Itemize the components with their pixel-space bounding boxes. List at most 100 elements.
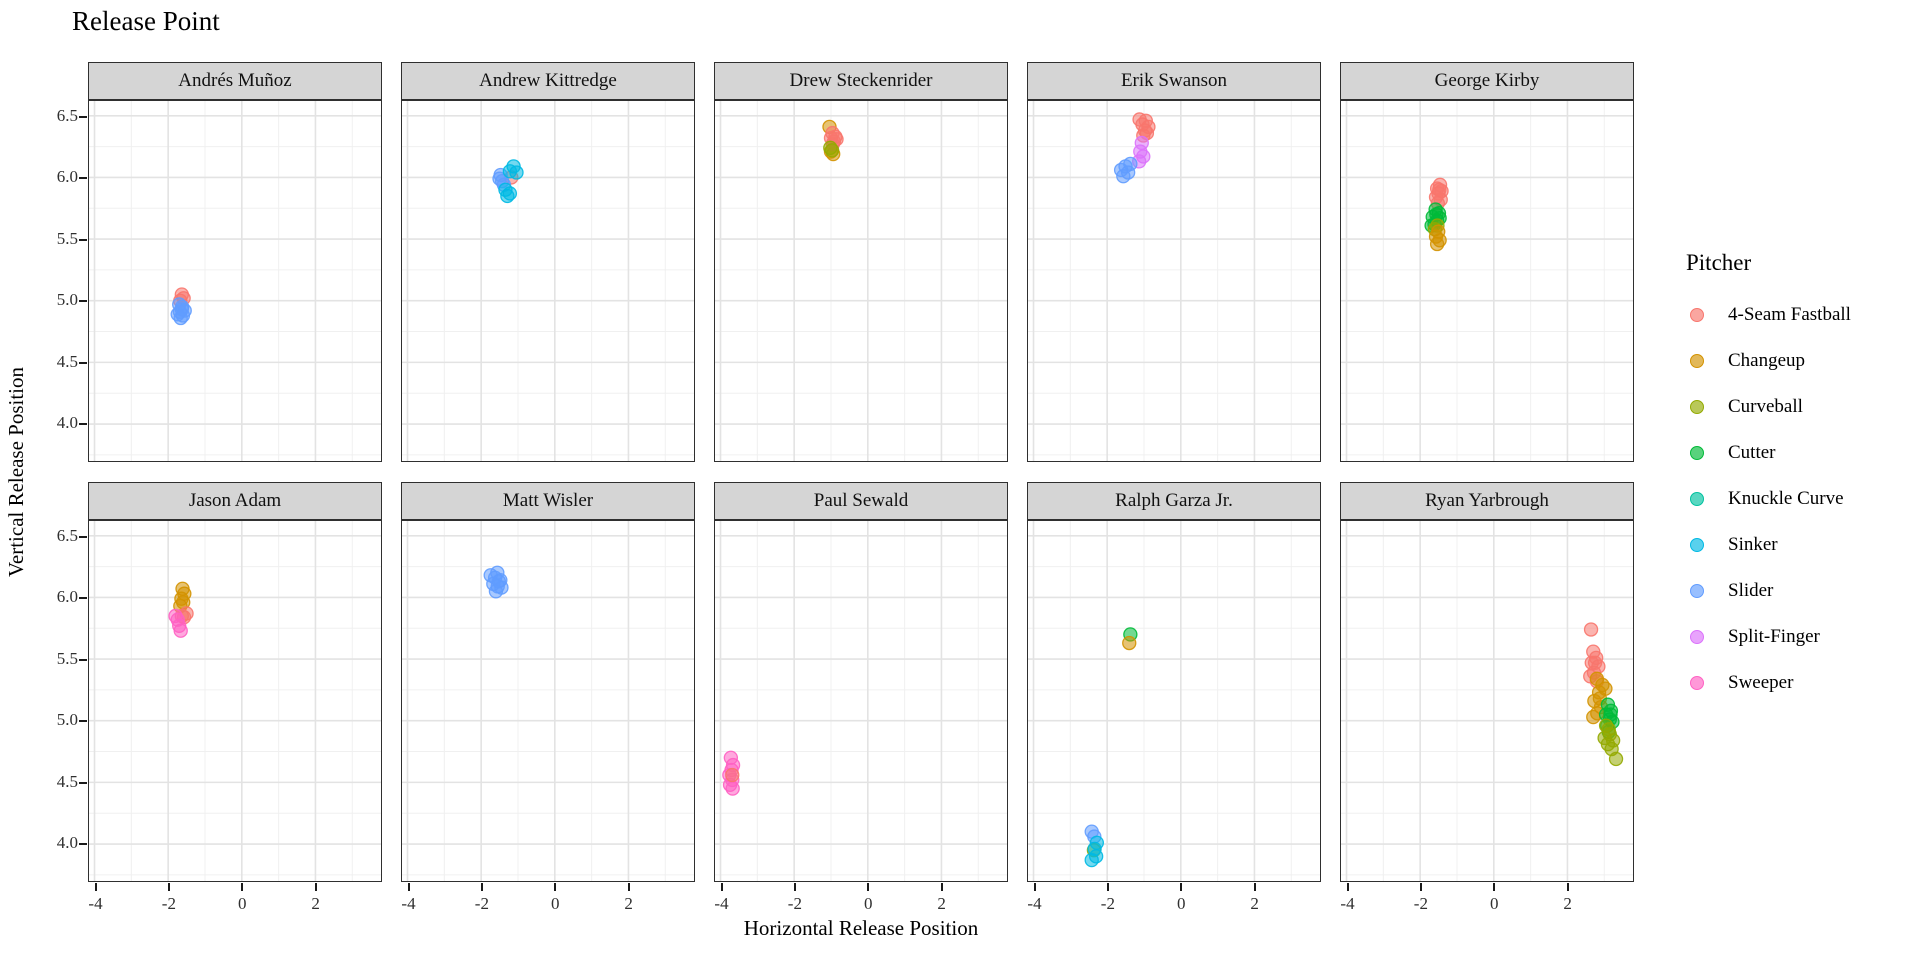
- y-tick-mark: [79, 238, 87, 241]
- gridlines: [1341, 521, 1633, 881]
- facet-strip: Andrés Muñoz: [88, 62, 382, 100]
- x-tick-label: -4: [1340, 894, 1355, 913]
- x-tick-mark: [1419, 883, 1422, 891]
- legend-item-knuckle-curve: Knuckle Curve: [1686, 476, 1851, 522]
- panel-canvas: [402, 101, 694, 461]
- x-tick-mark: [407, 883, 410, 891]
- facet-strip-label: Paul Sewald: [813, 490, 909, 511]
- series-sweeper: [168, 608, 188, 638]
- panel-canvas: [715, 521, 1007, 881]
- data-point: [725, 767, 740, 783]
- panel-canvas: [1028, 521, 1320, 881]
- panel-wrap: -4 -2 0 2: [401, 520, 695, 913]
- legend-item-sweeper: Sweeper: [1686, 660, 1851, 706]
- y-tick-mark: [79, 535, 87, 538]
- facet-strip-label: Matt Wisler: [502, 490, 594, 511]
- panel-canvas: [402, 521, 694, 881]
- legend-label: Changeup: [1728, 350, 1806, 371]
- legend-swatch-sweeper-icon: [1690, 676, 1704, 690]
- legend-label: Cutter: [1728, 442, 1776, 463]
- facet-strip: George Kirby: [1340, 62, 1634, 100]
- legend-item-curveball: Curveball: [1686, 384, 1851, 430]
- legend-item-slider: Slider: [1686, 568, 1851, 614]
- y-tick-label: 5.0: [56, 290, 78, 310]
- x-tick-mark: [1180, 883, 1183, 891]
- x-tick-mark: [480, 883, 483, 891]
- x-tick-label: -2: [161, 894, 176, 913]
- panel-canvas: [89, 521, 381, 881]
- y-tick-label: 5.5: [56, 648, 78, 668]
- facet-strip-label: Ryan Yarbrough: [1425, 490, 1549, 511]
- y-tick-mark: [79, 423, 87, 426]
- series-sinker: [1084, 835, 1105, 868]
- series-4-seam-fastball: [725, 767, 740, 783]
- facet-strip: Ryan Yarbrough: [1340, 482, 1634, 520]
- x-tick-mark: [1493, 883, 1496, 891]
- data-point: [1583, 622, 1599, 637]
- facet-paul-sewald: Paul Sewald -4 -2 0 2: [714, 482, 1008, 913]
- panel-wrap: -4 -2 0 2: [1027, 520, 1321, 913]
- x-tick-label: 0: [864, 894, 873, 913]
- x-tick-label: -2: [1413, 894, 1428, 913]
- facet-george-kirby: George Kirby: [1340, 62, 1634, 462]
- y-tick-label: 6.5: [56, 525, 78, 545]
- facet-strip: Matt Wisler: [401, 482, 695, 520]
- legend-swatch-sinker-icon: [1690, 538, 1704, 552]
- y-tick-label: 4.0: [56, 833, 78, 853]
- data-point: [1084, 852, 1099, 868]
- data-point: [173, 623, 188, 638]
- facet-panel: [1027, 520, 1321, 882]
- facet-ralph-garza-jr: Ralph Garza Jr. -4 -2 0 2: [1027, 482, 1321, 913]
- x-tick-label: 2: [1563, 894, 1572, 913]
- data-point: [1605, 733, 1621, 748]
- panel-wrap: -4 -2 0 2: [714, 520, 1008, 913]
- facet-strip-label: George Kirby: [1434, 70, 1540, 91]
- panel-canvas: [715, 101, 1007, 461]
- x-tick-mark: [1106, 883, 1109, 891]
- facet-jason-adam: Jason Adam 6.5 6.0 5.5 5.0 4.5 4.0 -4 -2 0 2: [57, 482, 382, 913]
- legend-swatch-curveball-icon: [1690, 400, 1704, 414]
- y-tick-label: 5.0: [56, 710, 78, 730]
- y-tick-mark: [79, 658, 87, 661]
- x-tick-mark: [1346, 883, 1349, 891]
- facet-strip: Andrew Kittredge: [401, 62, 695, 100]
- x-tick-label: -4: [714, 894, 729, 913]
- panel-canvas: [89, 101, 381, 461]
- chart-title: Release Point: [72, 6, 220, 36]
- panel-wrap: -4 -2 0 2: [1340, 520, 1634, 913]
- legend-swatch-knuckle-curve-icon: [1690, 492, 1704, 506]
- facet-strip: Paul Sewald: [714, 482, 1008, 520]
- facet-erik-swanson: Erik Swanson: [1027, 62, 1321, 462]
- gridlines: [402, 101, 694, 461]
- facet-andrew-kittredge: Andrew Kittredge: [401, 62, 695, 462]
- x-tick-label: 2: [624, 894, 633, 913]
- data-point: [725, 781, 740, 796]
- data-point: [491, 574, 507, 589]
- facet-andr-s-mu-oz: Andrés Muñoz 6.5 6.0 5.5 5.0 4.5 4.0: [57, 62, 382, 462]
- x-tick-mark: [1033, 883, 1036, 891]
- series-changeup: [1428, 224, 1447, 252]
- facet-strip: Erik Swanson: [1027, 62, 1321, 100]
- x-tick-mark: [1253, 883, 1256, 891]
- facet-panel: [1340, 520, 1634, 882]
- data-point: [1429, 236, 1445, 252]
- series-curveball: [823, 140, 840, 158]
- y-tick-label: 6.0: [56, 587, 78, 607]
- y-tick-mark: [79, 843, 87, 846]
- series-cutter: [1598, 697, 1620, 739]
- data-point: [1608, 751, 1624, 767]
- y-tick-label: 6.0: [56, 167, 78, 187]
- data-point: [1122, 635, 1137, 651]
- facet-panel: [714, 520, 1008, 882]
- x-tick-label: 2: [1250, 894, 1259, 913]
- facet-panel: [1340, 100, 1634, 462]
- series-curveball: [1597, 718, 1624, 767]
- y-tick-label: 4.0: [56, 413, 78, 433]
- x-tick-mark: [241, 883, 244, 891]
- legend-label: 4-Seam Fastball: [1728, 304, 1851, 325]
- y-tick-label: 4.5: [56, 351, 78, 371]
- facet-panel: [401, 520, 695, 882]
- series-slider: [170, 297, 192, 326]
- facet-strip: Jason Adam: [88, 482, 382, 520]
- legend-item-split-finger: Split-Finger: [1686, 614, 1851, 660]
